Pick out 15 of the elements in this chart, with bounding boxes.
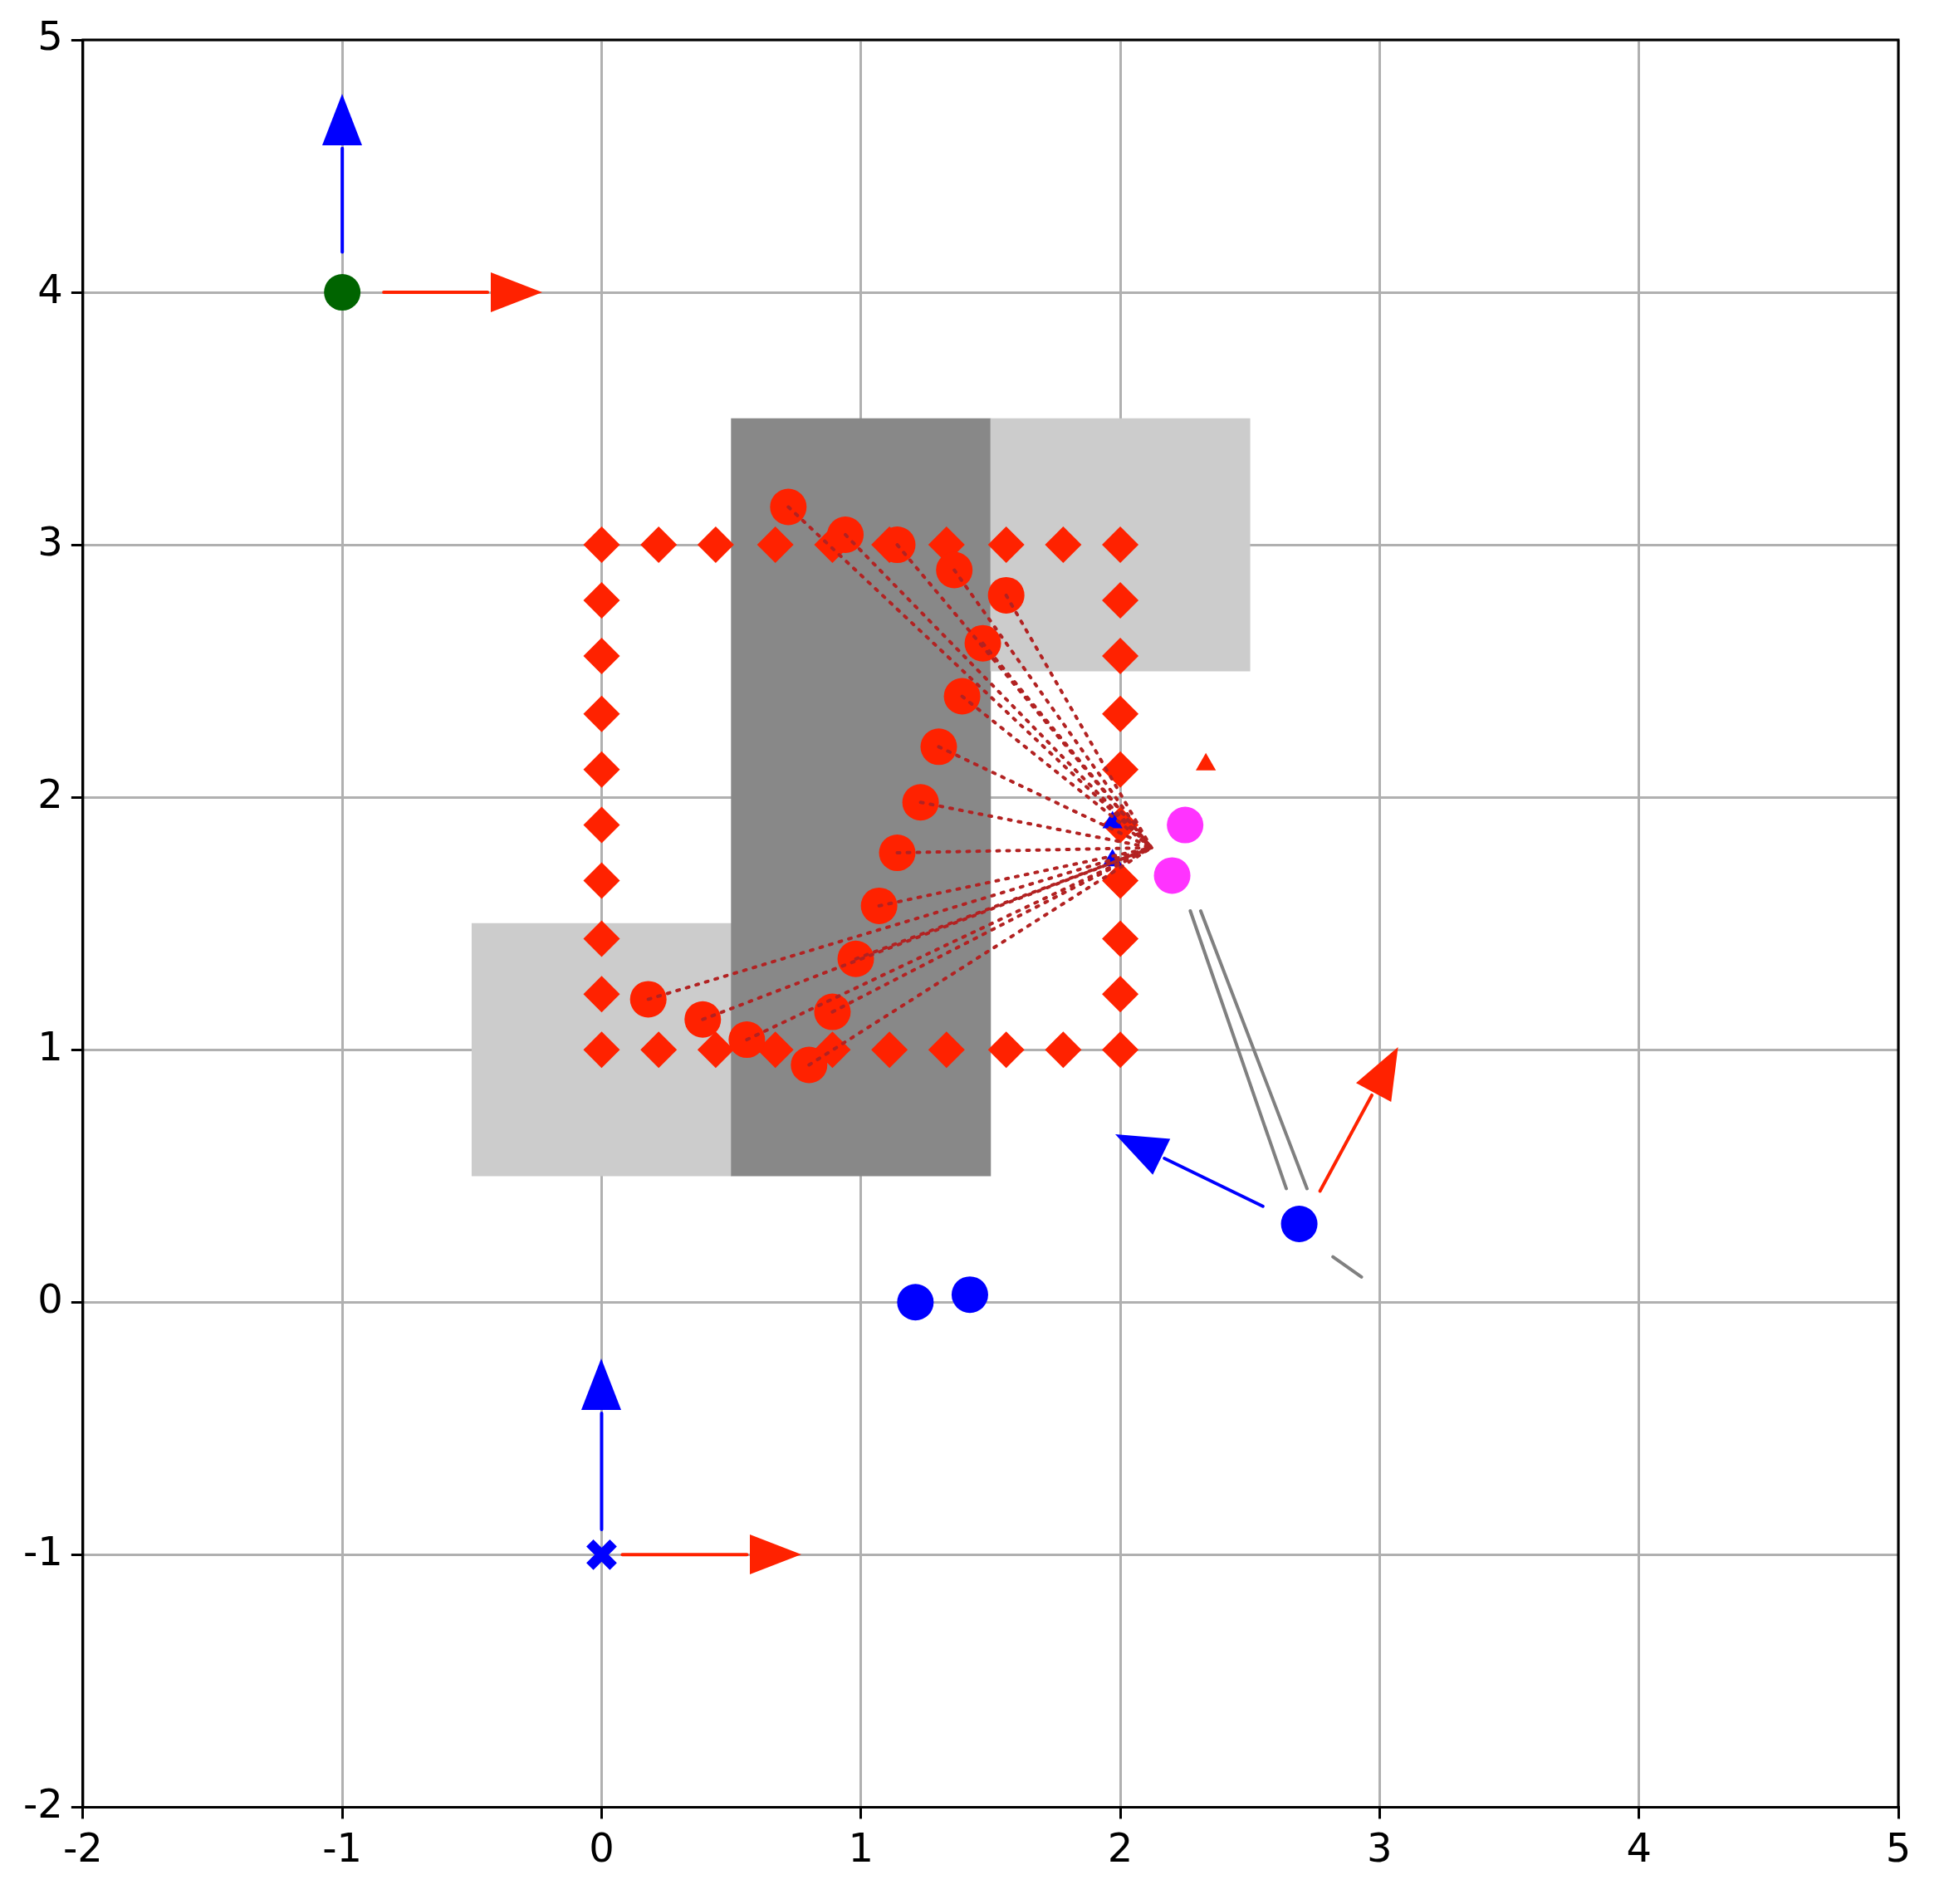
x-tick-label: 5 bbox=[1885, 1823, 1912, 1871]
x-tick-label: -1 bbox=[322, 1823, 363, 1871]
x-tick-label: 3 bbox=[1367, 1823, 1393, 1871]
y-tick-label: 3 bbox=[37, 517, 63, 565]
y-tick-label: -1 bbox=[23, 1527, 63, 1574]
x-tick-label: 2 bbox=[1107, 1823, 1134, 1871]
x-tick-label: 0 bbox=[589, 1823, 615, 1871]
x-tick-label: 4 bbox=[1626, 1823, 1652, 1871]
y-tick-label: -2 bbox=[23, 1779, 63, 1827]
y-tick-label: 4 bbox=[37, 265, 63, 312]
y-tick-label: 5 bbox=[37, 12, 63, 60]
y-tick-label: 2 bbox=[37, 770, 63, 817]
y-tick-label: 1 bbox=[37, 1022, 63, 1069]
y-tick-label: 0 bbox=[37, 1275, 63, 1322]
x-tick-label: 1 bbox=[848, 1823, 874, 1871]
